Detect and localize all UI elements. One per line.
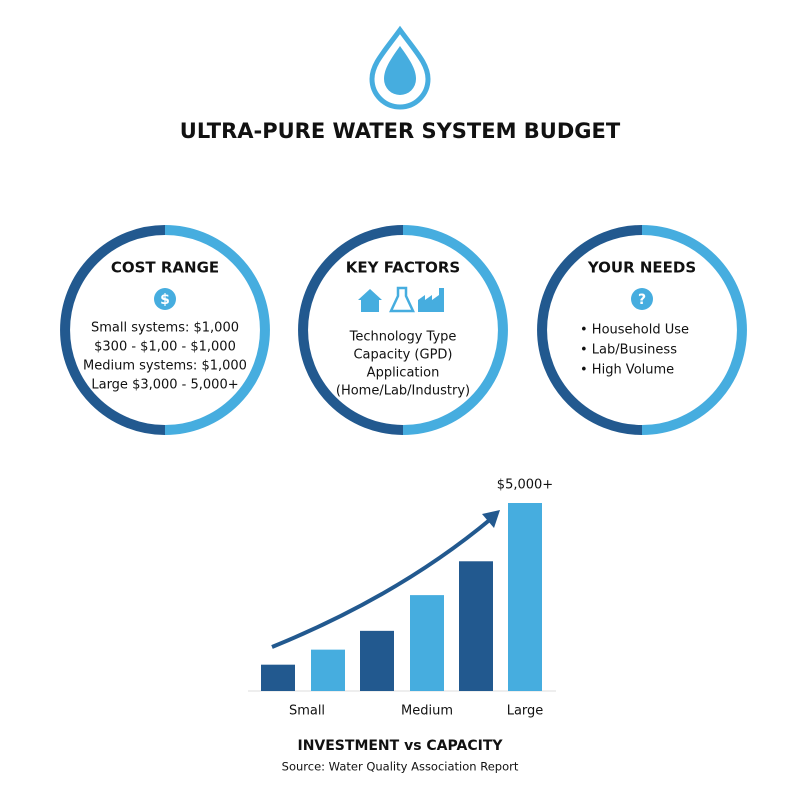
x-tick-label: Large bbox=[507, 704, 544, 719]
circle-line: Small systems: $1,000 bbox=[91, 321, 239, 336]
chart-source: Source: Water Quality Association Report bbox=[282, 760, 519, 774]
bar bbox=[360, 630, 394, 691]
bar bbox=[410, 595, 444, 691]
circle-title: KEY FACTORS bbox=[346, 259, 460, 277]
x-tick-label: Small bbox=[289, 704, 325, 719]
circle-line: Technology Type bbox=[349, 330, 457, 345]
circle-line: Application bbox=[367, 366, 440, 381]
x-tick-label: Medium bbox=[401, 704, 453, 719]
ring-left bbox=[537, 225, 643, 435]
bar bbox=[311, 649, 345, 691]
icon-factors bbox=[358, 286, 444, 313]
circle-line: $300 - $1,00 - $1,000 bbox=[94, 340, 236, 355]
ring-right bbox=[641, 225, 747, 435]
circle-line: Medium systems: $1,000 bbox=[83, 359, 247, 374]
trend-arrow bbox=[271, 516, 494, 649]
circle-line: • Household Use bbox=[580, 323, 689, 338]
circle-title: YOUR NEEDS bbox=[587, 259, 696, 277]
bar bbox=[508, 503, 542, 691]
circle-line: Capacity (GPD) bbox=[353, 348, 452, 363]
trend-arrowhead bbox=[482, 510, 500, 528]
circle-line: (Home/Lab/Industry) bbox=[336, 384, 470, 399]
svg-text:?: ? bbox=[638, 292, 646, 308]
icon-question: ? bbox=[631, 288, 653, 310]
value-label: $5,000+ bbox=[497, 478, 553, 493]
circle-line: • Lab/Business bbox=[580, 343, 677, 358]
icon-dollar: $ bbox=[154, 288, 176, 310]
bar bbox=[459, 561, 493, 691]
svg-text:$: $ bbox=[160, 292, 170, 308]
page-title: ULTRA-PURE WATER SYSTEM BUDGET bbox=[180, 119, 621, 143]
chart-title: INVESTMENT vs CAPACITY bbox=[297, 738, 503, 754]
ring-left bbox=[298, 225, 404, 435]
circle-title: COST RANGE bbox=[111, 259, 219, 277]
bar bbox=[261, 664, 295, 691]
circle-line: • High Volume bbox=[580, 363, 674, 378]
ring-left bbox=[60, 225, 166, 435]
water-drop-icon bbox=[369, 25, 431, 110]
ring-right bbox=[164, 225, 270, 435]
ring-right bbox=[402, 225, 508, 435]
circle-line: Large $3,000 - 5,000+ bbox=[91, 378, 238, 393]
